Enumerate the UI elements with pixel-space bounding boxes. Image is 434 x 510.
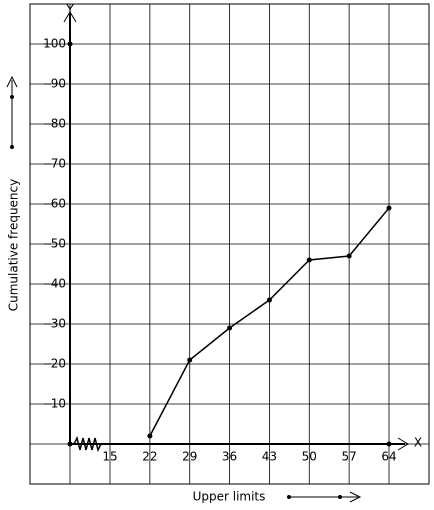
y-tick-label: 50: [51, 237, 66, 251]
y-tick-label: 90: [51, 77, 66, 91]
x-tick-label: 22: [142, 450, 157, 464]
x-axis-name: X: [414, 436, 422, 450]
decor-dot: [10, 95, 14, 99]
x-tick-label: 50: [302, 450, 317, 464]
y-axis-label: Cumulative frequency: [7, 179, 21, 312]
decor-dot: [338, 495, 342, 499]
axis-dot: [386, 441, 392, 447]
data-point: [266, 297, 272, 303]
y-tick-label: 70: [51, 157, 66, 171]
x-tick-label: 57: [342, 450, 357, 464]
axis-dot: [67, 41, 73, 47]
data-point: [187, 357, 193, 363]
data-point: [147, 433, 153, 439]
x-tick-label: 29: [182, 450, 197, 464]
x-tick-label: 15: [102, 450, 117, 464]
decor-dot: [10, 145, 14, 149]
axis-break: [73, 435, 102, 453]
y-tick-label: 80: [51, 117, 66, 131]
y-tick-label: 40: [51, 277, 66, 291]
x-tick-label: 64: [381, 450, 396, 464]
data-point: [346, 253, 352, 259]
y-arrow: [63, 11, 77, 23]
decor-dot: [287, 495, 291, 499]
data-point: [306, 257, 312, 263]
x-tick-label: 36: [222, 450, 237, 464]
decor-arrow: [6, 75, 18, 88]
data-point: [386, 205, 392, 211]
data-point: [227, 325, 233, 331]
y-tick-label: 30: [51, 317, 66, 331]
y-tick-label: 20: [51, 357, 66, 371]
decor-arrow: [349, 491, 362, 503]
y-tick-label: 60: [51, 197, 66, 211]
y-tick-label: 10: [51, 397, 66, 411]
origin-dot: [67, 441, 73, 447]
x-axis-label: Upper limits: [193, 490, 266, 504]
x-tick-label: 43: [262, 450, 277, 464]
y-tick-label: 100: [43, 37, 66, 51]
y-axis-name: Y: [65, 3, 74, 17]
x-arrow: [397, 437, 409, 451]
